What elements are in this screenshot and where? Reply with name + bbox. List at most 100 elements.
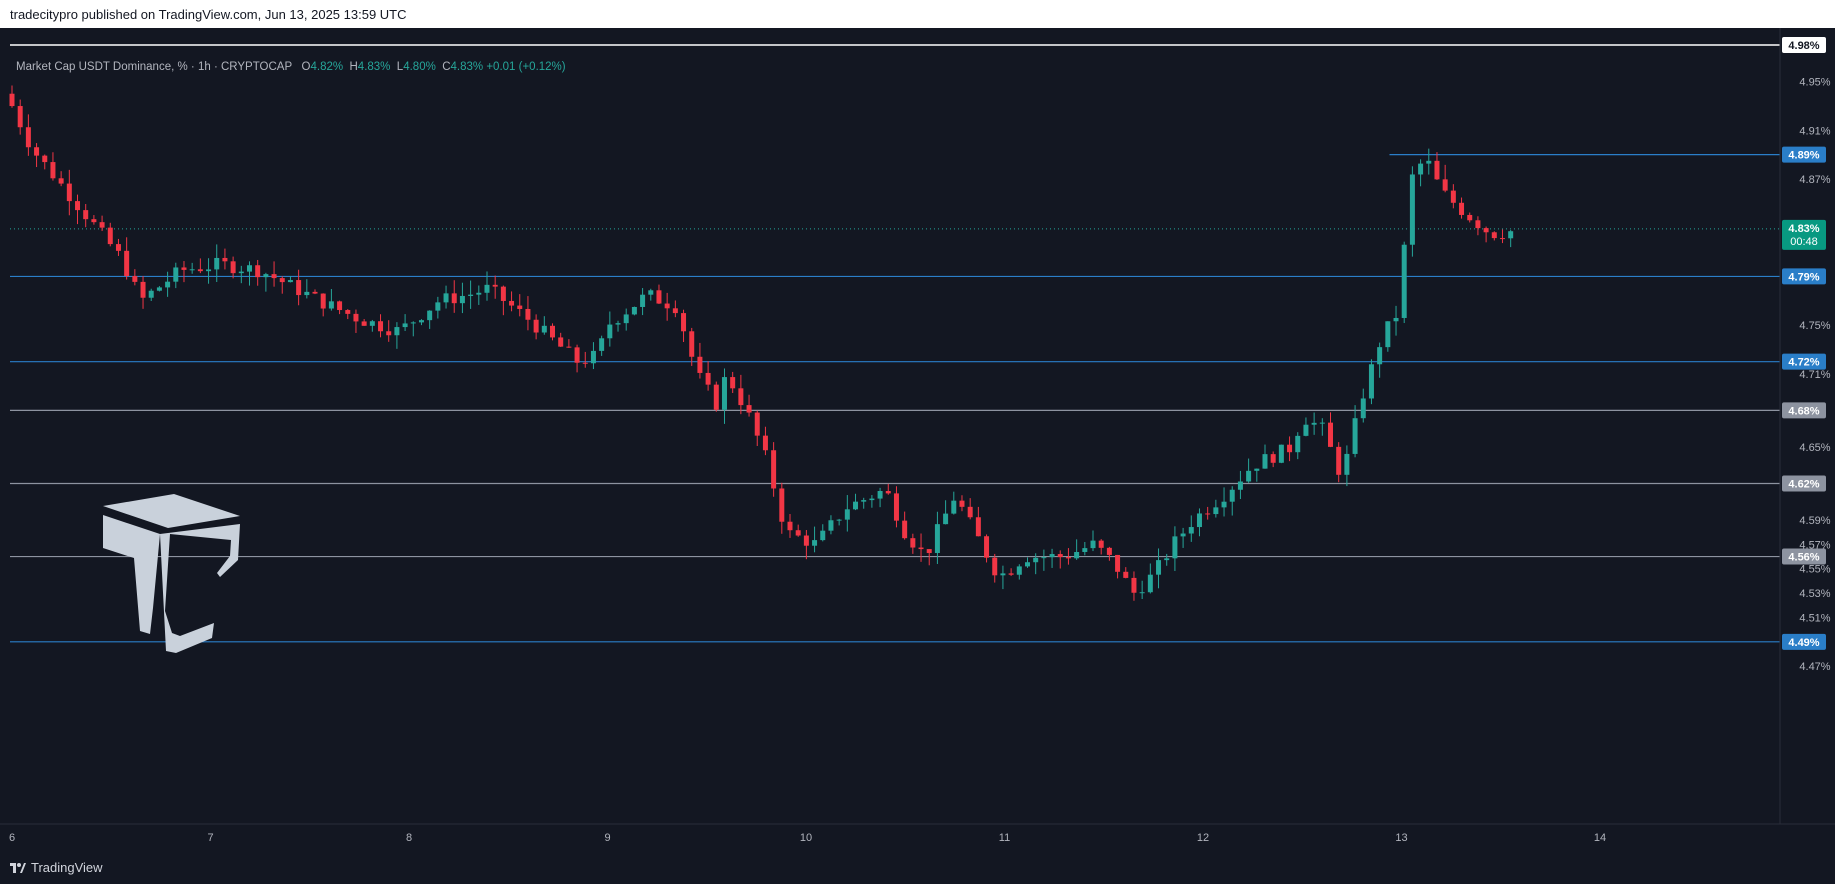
y-tick-label: 4.47% [1799, 661, 1830, 673]
level-label-box [1782, 146, 1826, 163]
tradingview-brand[interactable]: TradingView [10, 860, 103, 875]
candle-body [1401, 244, 1407, 318]
candle-body [1508, 231, 1514, 239]
candle-body [509, 300, 515, 306]
candle-body [279, 278, 285, 283]
candle-body [1082, 548, 1088, 552]
candle-body [1278, 444, 1284, 463]
candle-body [263, 274, 269, 278]
candle-body [975, 517, 981, 537]
candle-body [517, 305, 523, 309]
legend-low: 4.80% [403, 61, 436, 73]
candle-body [787, 521, 793, 531]
level-label-box [1782, 548, 1826, 565]
candle-body [50, 162, 56, 179]
candle-body [9, 93, 15, 107]
y-tick-label: 4.51% [1799, 612, 1830, 624]
candle-body [762, 435, 768, 451]
y-tick-label: 4.71% [1799, 369, 1830, 381]
x-tick-label: 8 [406, 832, 412, 844]
candle-body [918, 547, 924, 550]
candle-body [83, 210, 89, 220]
candle-body [1123, 571, 1129, 578]
candle-body [1106, 547, 1112, 555]
x-tick-label: 12 [1197, 832, 1209, 844]
candle-body [754, 412, 760, 436]
candle-body [1008, 573, 1014, 575]
candle-body [148, 290, 154, 298]
candle-body [828, 520, 834, 531]
x-tick-label: 11 [999, 832, 1010, 844]
price-axis[interactable]: 4.95% 4.91% 4.87% 4.75% 4.71% 4.65% 4.59% 4.57%… [1779, 28, 1831, 824]
candle-body [738, 388, 744, 406]
candle-body [1074, 551, 1080, 559]
candle-body [361, 321, 367, 326]
candle-body [640, 294, 646, 307]
candle-body [926, 549, 932, 553]
candle-body [42, 155, 48, 163]
candle-body [369, 321, 375, 326]
candle-body [156, 287, 162, 291]
candle-body [1434, 160, 1440, 180]
y-tick-label: 4.75% [1799, 320, 1830, 332]
candle-body [66, 183, 72, 202]
level-label: 4.68% [1788, 405, 1819, 417]
candle-body [1450, 190, 1456, 203]
candle-body [304, 291, 310, 296]
candle-body [1360, 398, 1366, 419]
time-axis[interactable]: 6 7 8 9 10 11 12 13 14 [0, 823, 1835, 844]
candle-body [394, 327, 400, 336]
candle-body [132, 276, 138, 282]
y-tick-label: 4.87% [1799, 174, 1830, 186]
candle-body [173, 267, 179, 282]
candle-body [1483, 228, 1489, 233]
candle-body [451, 293, 457, 304]
candle-body [623, 314, 629, 324]
candle-body [934, 524, 940, 553]
candle-body [705, 372, 711, 385]
candle-body [615, 323, 621, 325]
candle-body [992, 557, 998, 576]
candle-body [1426, 160, 1432, 164]
x-tick-label: 13 [1395, 832, 1407, 844]
tradingview-logo-icon [10, 862, 26, 873]
candle-body [402, 323, 408, 328]
candle-body [1057, 554, 1063, 558]
candle-body [91, 219, 97, 223]
chart-panel[interactable]: 4.98% 4.89% 4.79% 4.72% 4.68% 4.62% 4.56% 4.49%… [0, 28, 1835, 854]
candle-body [820, 530, 826, 541]
candle-body [590, 350, 596, 364]
x-tick-label: 6 [9, 832, 15, 844]
candle-body [1344, 453, 1350, 475]
level-label-box [1782, 402, 1826, 419]
legend-open: 4.82% [310, 61, 344, 73]
candle-body [1205, 513, 1211, 515]
candle-body [1475, 220, 1481, 229]
chart-legend: Market Cap USDT Dominance, % · 1h · CRYP… [16, 61, 566, 73]
candle-body [1147, 574, 1153, 593]
candle-body [17, 106, 23, 128]
candle-body [1115, 554, 1121, 572]
y-tick-label: 4.59% [1799, 515, 1830, 527]
x-tick-label: 7 [207, 832, 213, 844]
candle-body [206, 269, 212, 272]
candle-body [877, 491, 883, 499]
candle-body [672, 308, 678, 314]
y-tick-label: 4.55% [1799, 564, 1830, 576]
x-tick-label: 14 [1594, 832, 1606, 844]
candle-body [500, 286, 506, 301]
candle-body [1385, 321, 1391, 348]
candle-body [255, 265, 261, 278]
y-tick-label: 4.65% [1799, 442, 1830, 454]
horizontal-levels: 4.98% 4.89% 4.79% 4.72% 4.68% 4.62% 4.56% 4.49%… [10, 37, 1826, 650]
candle-body [844, 509, 850, 520]
candle-body [1377, 347, 1383, 365]
price-chart[interactable]: 4.98% 4.89% 4.79% 4.72% 4.68% 4.62% 4.56% 4.49%… [0, 28, 1835, 854]
candle-body [664, 303, 670, 309]
candle-body [1368, 364, 1374, 399]
level-label: 4.49% [1788, 637, 1819, 649]
candle-body [984, 536, 990, 558]
candle-body [238, 271, 244, 274]
y-tick-label: 4.95% [1799, 77, 1830, 89]
current-price-label: 4.83% [1788, 223, 1819, 235]
